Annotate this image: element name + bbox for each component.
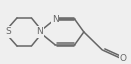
Text: N: N — [36, 27, 43, 36]
Text: S: S — [6, 27, 11, 36]
Text: N: N — [52, 15, 58, 24]
Text: O: O — [120, 54, 127, 63]
